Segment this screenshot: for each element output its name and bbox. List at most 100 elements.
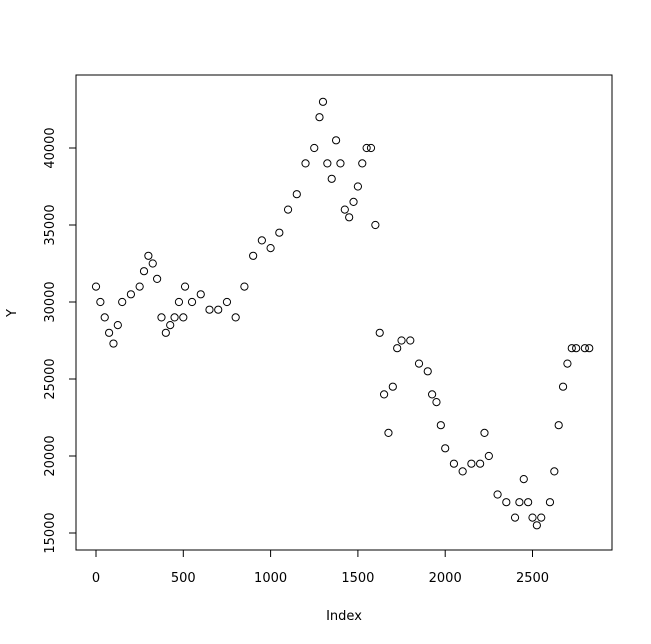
y-tick-label: 15000 (43, 512, 58, 553)
x-axis-label: Index (326, 609, 362, 624)
y-axis-label: Y (5, 309, 20, 318)
x-tick-label: 2000 (429, 571, 462, 586)
data-point (345, 213, 354, 222)
data-point (558, 382, 568, 391)
data-point (109, 339, 118, 348)
data-point (388, 382, 397, 391)
data-point (393, 344, 402, 353)
data-point (148, 259, 157, 268)
data-point (406, 336, 415, 345)
data-point (467, 459, 476, 468)
x-tick-label: 0 (92, 571, 100, 586)
data-point (126, 290, 136, 299)
data-point (493, 490, 502, 499)
data-point (196, 290, 205, 299)
data-point (340, 205, 349, 214)
data-point (458, 467, 467, 476)
y-tick-label: 40000 (43, 127, 58, 168)
data-point (257, 236, 266, 245)
x-tick-label: 2500 (516, 571, 549, 586)
data-point (292, 190, 301, 199)
data-point (180, 282, 190, 291)
y-tick-label: 25000 (43, 358, 58, 399)
data-point (528, 513, 537, 522)
data-point (580, 344, 589, 353)
y-tick-label: 20000 (43, 435, 58, 476)
data-point (441, 444, 450, 453)
data-point (205, 305, 214, 314)
data-point (572, 344, 581, 353)
data-point (449, 459, 459, 468)
data-point (113, 321, 122, 330)
data-point (375, 328, 384, 337)
data-point (161, 328, 170, 337)
x-tick-label: 500 (171, 571, 196, 586)
y-axis: 15000 20000 25000 30000 35000 40000 (43, 127, 77, 554)
data-point (231, 313, 240, 322)
data-point (283, 205, 293, 214)
data-point (187, 297, 197, 307)
data-point (510, 513, 520, 522)
data-point (91, 282, 101, 291)
data-point (315, 113, 324, 122)
data-point (432, 398, 441, 407)
data-point (379, 390, 389, 399)
data-point (554, 421, 563, 430)
data-point (349, 197, 358, 206)
data-point (545, 498, 555, 507)
x-axis: 0 500 1000 1500 2000 2500 (92, 549, 549, 586)
data-point (214, 305, 223, 314)
data-point (240, 282, 249, 291)
data-point (436, 421, 445, 430)
data-point (502, 498, 511, 507)
y-tick-label: 30000 (43, 281, 58, 322)
data-point (480, 428, 489, 437)
data-point (96, 297, 105, 307)
data-point (524, 498, 533, 507)
data-points (91, 97, 594, 530)
data-point (249, 251, 258, 260)
data-point (135, 282, 144, 291)
data-point (222, 297, 232, 307)
data-point (100, 313, 109, 322)
data-point (327, 174, 336, 183)
data-point (353, 182, 362, 191)
data-point (563, 359, 572, 368)
data-point (371, 220, 380, 230)
data-point (414, 359, 424, 368)
data-point (104, 328, 114, 337)
data-point (567, 344, 576, 353)
data-point (476, 459, 485, 468)
data-point (301, 159, 310, 168)
x-tick-label: 1500 (341, 571, 374, 586)
data-point (532, 521, 541, 530)
data-point (331, 136, 341, 145)
data-point (144, 251, 153, 260)
x-tick-label: 1000 (254, 571, 287, 586)
data-point (174, 297, 184, 307)
data-point (179, 313, 188, 322)
data-point (397, 336, 406, 345)
data-point (275, 228, 284, 237)
data-point (358, 159, 367, 168)
data-point (362, 143, 371, 153)
data-point (550, 467, 559, 476)
data-point (428, 390, 437, 399)
data-point (537, 513, 546, 522)
plot-frame (75, 74, 613, 551)
data-point (318, 97, 328, 106)
data-point (310, 143, 319, 153)
data-point (423, 367, 432, 376)
data-point (323, 159, 332, 168)
data-point (166, 321, 175, 330)
data-point (366, 143, 376, 153)
data-point (157, 313, 166, 322)
data-point (515, 498, 524, 507)
data-point (170, 313, 179, 322)
data-point (118, 297, 127, 307)
data-point (484, 451, 493, 461)
y-tick-label: 35000 (43, 204, 58, 245)
data-point (519, 475, 528, 484)
data-point (384, 428, 393, 437)
